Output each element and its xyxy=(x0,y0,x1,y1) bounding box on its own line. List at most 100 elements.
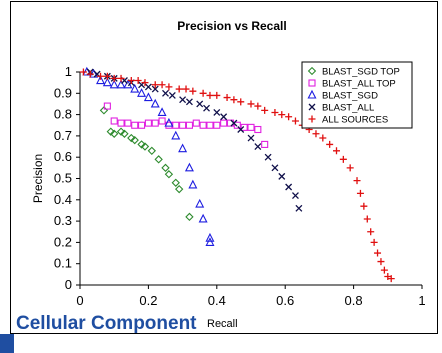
series-blast-sgd-top xyxy=(99,106,194,222)
data-point xyxy=(106,127,115,136)
data-point xyxy=(326,140,334,148)
data-point xyxy=(319,134,327,142)
data-point xyxy=(206,121,214,129)
data-point xyxy=(185,121,193,129)
legend-box xyxy=(301,61,413,129)
data-point xyxy=(138,121,146,129)
data-point xyxy=(339,155,347,163)
series-all-sources xyxy=(79,68,395,283)
data-point xyxy=(254,102,262,110)
data-point xyxy=(150,98,160,108)
data-point xyxy=(205,237,215,246)
data-point xyxy=(165,83,173,91)
data-point xyxy=(161,163,170,173)
data-point xyxy=(102,77,112,87)
data-point xyxy=(206,91,214,99)
data-point xyxy=(144,83,152,91)
legend-label: BLAST_SGD xyxy=(322,91,378,102)
legend-marker xyxy=(308,115,316,123)
data-point xyxy=(199,89,207,97)
data-point xyxy=(240,123,248,131)
data-point xyxy=(312,130,320,138)
x-tick-label: 0 xyxy=(76,293,83,308)
data-marks xyxy=(79,66,395,283)
x-tick-label: 0.2 xyxy=(139,293,157,308)
data-point xyxy=(124,119,132,127)
data-point xyxy=(110,129,119,138)
data-point xyxy=(179,121,187,129)
data-point xyxy=(162,89,169,97)
slide-caption: Cellular Component xyxy=(16,313,197,334)
data-point xyxy=(109,79,119,89)
data-point xyxy=(254,143,262,151)
data-point xyxy=(175,85,183,93)
data-point xyxy=(171,130,181,140)
y-tick-label: 1 xyxy=(65,64,72,79)
data-point xyxy=(247,123,255,131)
data-point xyxy=(137,88,147,97)
data-point xyxy=(127,77,135,85)
data-point xyxy=(220,113,228,121)
data-point xyxy=(291,117,299,125)
data-point xyxy=(333,147,340,155)
data-point xyxy=(168,91,176,99)
data-point xyxy=(130,135,139,145)
y-axis-label: Precision xyxy=(31,154,45,203)
data-point xyxy=(213,121,221,129)
data-point xyxy=(271,108,279,116)
data-point xyxy=(285,183,293,191)
x-tick-label: 0.4 xyxy=(208,293,226,308)
data-point xyxy=(237,126,245,133)
data-point xyxy=(346,164,354,172)
data-point xyxy=(367,228,375,236)
legend-marker xyxy=(307,89,317,99)
data-point xyxy=(117,74,125,82)
data-point xyxy=(116,79,126,89)
data-point xyxy=(164,170,174,179)
data-point xyxy=(237,98,245,106)
x-axis-label: Recall xyxy=(207,318,238,330)
data-point xyxy=(158,117,166,125)
data-point xyxy=(198,213,208,223)
data-point xyxy=(247,134,255,142)
y-tick-label: 0.6 xyxy=(54,149,72,164)
data-point xyxy=(144,119,152,127)
data-point xyxy=(188,179,198,189)
data-point xyxy=(264,153,272,161)
caption-accent-bar xyxy=(0,334,14,353)
data-point xyxy=(164,117,174,127)
data-point xyxy=(192,119,200,127)
data-point xyxy=(140,142,150,151)
data-point xyxy=(151,85,159,93)
data-point xyxy=(130,83,140,93)
data-point xyxy=(292,192,299,199)
data-point xyxy=(116,127,126,136)
data-point xyxy=(141,79,149,87)
y-tick-label: 0.9 xyxy=(54,85,72,100)
data-point xyxy=(230,96,238,104)
data-point xyxy=(127,133,136,143)
y-tick-label: 0.5 xyxy=(54,171,72,186)
data-point xyxy=(185,98,193,106)
y-tick-label: 0.7 xyxy=(54,128,72,143)
data-point xyxy=(185,212,194,222)
data-point xyxy=(370,238,378,246)
data-point xyxy=(254,125,262,134)
data-point xyxy=(271,164,279,172)
data-point xyxy=(157,107,167,117)
data-point xyxy=(131,121,139,129)
series-blast-all-top xyxy=(103,102,269,148)
data-point xyxy=(143,92,153,102)
data-point xyxy=(387,275,395,283)
data-point xyxy=(203,104,210,112)
data-point xyxy=(134,77,142,85)
data-point xyxy=(182,85,190,93)
data-point xyxy=(363,215,371,223)
data-point xyxy=(96,75,106,85)
legend-label: BLAST_ALL xyxy=(322,103,374,114)
legend-label: ALL SOURCES xyxy=(322,115,388,126)
data-point xyxy=(79,68,87,76)
legend-marker xyxy=(307,66,317,76)
